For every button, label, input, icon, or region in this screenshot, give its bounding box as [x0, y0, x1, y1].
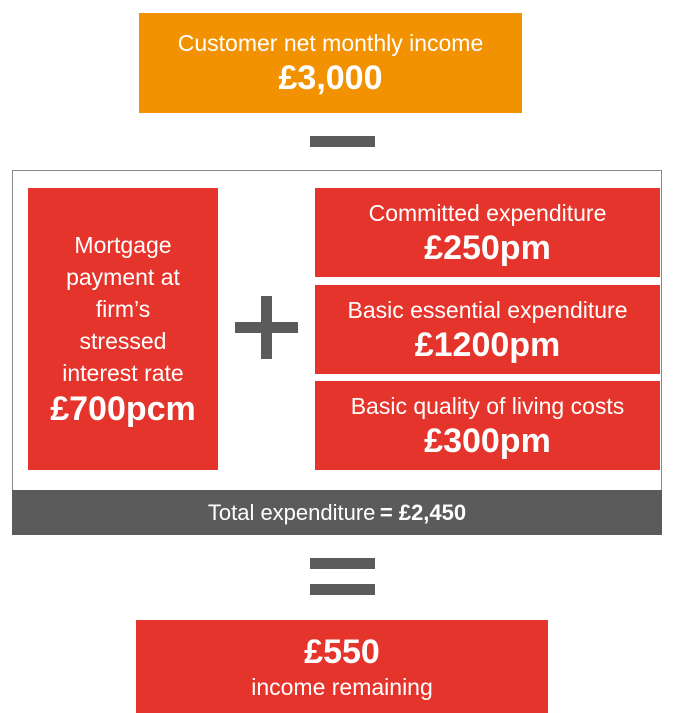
- expenditure-label: Basic quality of living costs: [350, 392, 625, 419]
- expenditure-label: Committed expenditure: [368, 199, 607, 226]
- equals-bottom: [310, 584, 375, 595]
- minus-sign: [310, 136, 375, 147]
- total-amount: = £2,450: [379, 499, 467, 525]
- expenditure-box: Basic quality of living costs £300pm: [315, 381, 660, 470]
- remaining-amount: £550: [304, 632, 380, 671]
- remaining-label: income remaining: [251, 673, 433, 700]
- income-box: Customer net monthly income £3,000: [139, 13, 522, 113]
- mortgage-label-line: Mortgage: [74, 232, 172, 258]
- expenditure-label: Basic essential expenditure: [347, 296, 628, 323]
- remaining-box: £550 income remaining: [136, 620, 548, 713]
- income-amount: £3,000: [278, 59, 383, 97]
- total-label: Total expenditure: [207, 499, 376, 525]
- expenditure-box: Committed expenditure £250pm: [315, 188, 660, 277]
- mortgage-label-line: interest rate: [62, 360, 184, 386]
- mortgage-label-line: stressed: [79, 328, 167, 354]
- mortgage-label-line: payment at: [66, 264, 180, 290]
- mortgage-box: Mortgage payment at firm’s stressed interest…: [28, 188, 218, 470]
- expenditure-amount: £250pm: [424, 228, 551, 267]
- expenditure-box: Basic essential expenditure £1200pm: [315, 285, 660, 374]
- income-label: Customer net monthly income: [177, 30, 484, 56]
- plus-vertical: [261, 296, 272, 359]
- total-bar: Total expenditure = £2,450: [12, 490, 662, 535]
- expenditure-amount: £1200pm: [414, 325, 561, 364]
- equals-top: [310, 558, 375, 569]
- mortgage-label: Mortgage payment at firm’s stressed interest…: [62, 229, 183, 389]
- mortgage-label-line: firm’s: [95, 296, 151, 322]
- expenditure-amount: £300pm: [424, 421, 551, 460]
- mortgage-amount: £700pcm: [50, 390, 196, 428]
